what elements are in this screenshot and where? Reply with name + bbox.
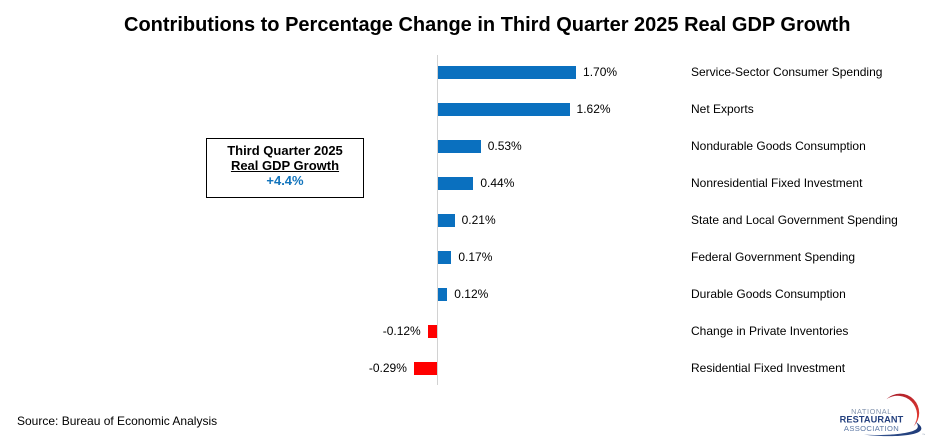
national-restaurant-association-logo: NATIONAL RESTAURANT ASSOCIATION ™: [840, 393, 925, 437]
chart-title: Contributions to Percentage Change in Th…: [124, 14, 851, 36]
gdp-growth-callout-box: Third Quarter 2025 Real GDP Growth +4.4%: [206, 138, 364, 198]
category-label-8: Residential Fixed Investment: [691, 361, 846, 375]
callout-quarter-label: Third Quarter 2025: [227, 143, 343, 158]
source-note: Source: Bureau of Economic Analysis: [17, 414, 218, 428]
logo-text-restaurant: RESTAURANT: [840, 415, 904, 425]
value-label-8: -0.29%: [368, 361, 407, 375]
callout-gdp-label: Real GDP Growth: [230, 158, 340, 173]
bar-2: [437, 139, 481, 153]
logo-text-national: NATIONAL: [851, 407, 892, 416]
value-label-1: 1.62%: [576, 102, 611, 116]
value-label-7: -0.12%: [382, 324, 421, 338]
callout-gdp-value: +4.4%: [266, 173, 304, 188]
category-label-7: Change in Private Inventories: [691, 324, 849, 338]
logo-text-association: ASSOCIATION: [844, 424, 899, 433]
logo-trademark: ™: [922, 433, 925, 437]
bar-1: [437, 102, 570, 116]
bar-3: [437, 176, 474, 190]
bar-8: [413, 361, 438, 375]
value-label-3: 0.44%: [480, 176, 515, 190]
category-label-4: State and Local Government Spending: [691, 213, 898, 227]
bar-0: [437, 65, 577, 79]
bar-6: [437, 287, 448, 301]
category-label-3: Nonresidential Fixed Investment: [691, 176, 863, 190]
bar-4: [437, 213, 455, 227]
category-label-6: Durable Goods Consumption: [691, 287, 846, 301]
logo-red-arc: [886, 393, 920, 427]
value-label-6: 0.12%: [454, 287, 489, 301]
category-label-2: Nondurable Goods Consumption: [691, 139, 866, 153]
value-label-4: 0.21%: [461, 213, 496, 227]
bar-5: [437, 250, 452, 264]
category-label-1: Net Exports: [691, 102, 754, 116]
category-label-0: Service-Sector Consumer Spending: [691, 65, 883, 79]
category-label-5: Federal Government Spending: [691, 250, 856, 264]
value-label-2: 0.53%: [487, 139, 522, 153]
value-label-0: 1.70%: [583, 65, 618, 79]
bar-7: [427, 324, 438, 338]
value-label-5: 0.17%: [458, 250, 493, 264]
